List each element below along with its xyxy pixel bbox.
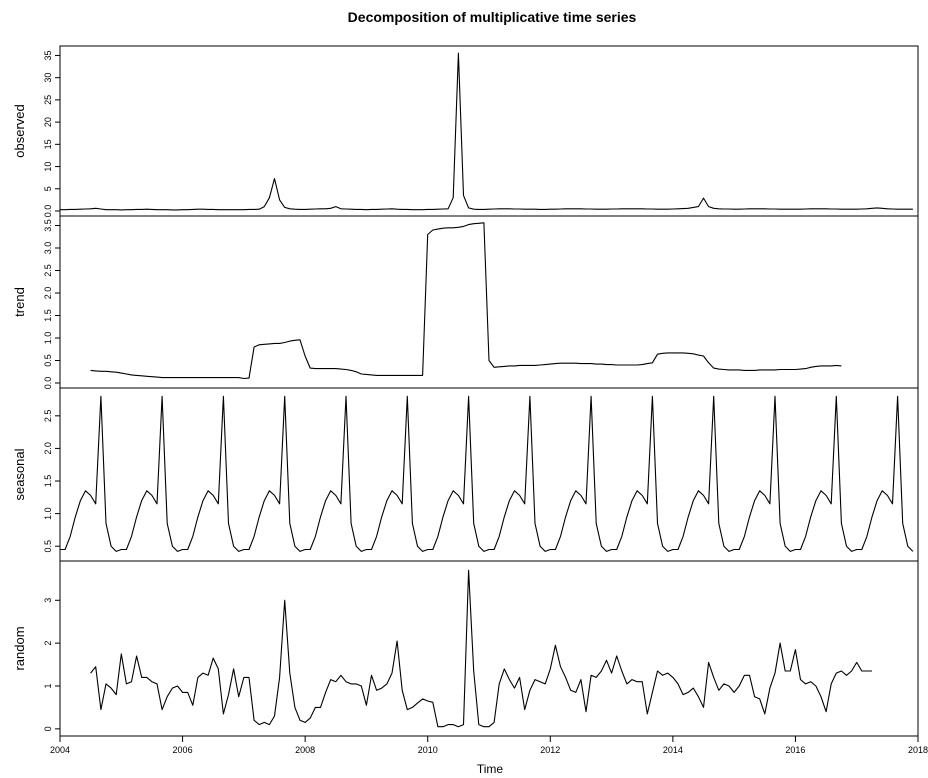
x-tick-label: 2014: [663, 745, 683, 755]
y-tick-label-seasonal: 2.0: [43, 442, 53, 455]
y-tick-label-observed: 25: [43, 95, 53, 105]
x-tick-label: 2004: [50, 745, 70, 755]
panel-frame-observed: [59, 45, 919, 217]
y-tick-label-random: 1: [43, 683, 53, 688]
y-axis-label-trend: trend: [12, 287, 27, 317]
chart-title: Decomposition of multiplicative time ser…: [348, 9, 637, 25]
x-tick-label: 2008: [295, 745, 315, 755]
y-tick-label-observed: 10: [43, 162, 53, 172]
y-tick-label-trend: 2.5: [43, 264, 53, 277]
y-axis-label-observed: observed: [12, 104, 27, 157]
y-tick-label-seasonal: 2.5: [43, 410, 53, 423]
y-tick-label-observed: 5: [43, 186, 53, 191]
x-tick-label: 2018: [908, 745, 928, 755]
y-tick-label-observed: 0.0: [43, 205, 53, 218]
x-tick-label: 2006: [173, 745, 193, 755]
y-tick-label-seasonal: 1.0: [43, 507, 53, 520]
y-axis-label-seasonal: seasonal: [12, 448, 27, 500]
x-axis-label: Time: [477, 762, 504, 776]
y-tick-label-observed: 35: [43, 50, 53, 60]
y-tick-label-trend: 3.5: [43, 219, 53, 232]
series-line-seasonal: [60, 395, 914, 552]
y-tick-label-trend: 0.0: [43, 377, 53, 390]
y-tick-label-trend: 1.5: [43, 309, 53, 322]
x-tick-label: 2016: [785, 745, 805, 755]
y-tick-label-seasonal: 1.5: [43, 475, 53, 488]
series-line-observed: [60, 52, 913, 211]
y-tick-label-random: 2: [43, 641, 53, 646]
y-tick-label-random: 3: [43, 598, 53, 603]
y-tick-label-trend: 1.0: [43, 332, 53, 345]
y-tick-label-trend: 2.0: [43, 287, 53, 300]
y-axis-label-random: random: [12, 626, 27, 670]
plot-layer: 0.05101520253035observed0.00.51.01.52.02…: [12, 45, 928, 755]
y-tick-label-observed: 30: [43, 73, 53, 83]
y-tick-label-observed: 15: [43, 139, 53, 149]
x-tick-label: 2010: [418, 745, 438, 755]
y-tick-label-random: 0: [43, 726, 53, 731]
y-tick-label-observed: 20: [43, 117, 53, 127]
y-tick-label-trend: 0.5: [43, 354, 53, 367]
panel-frame-trend: [59, 215, 919, 389]
y-tick-label-seasonal: 0.5: [43, 540, 53, 553]
series-line-random: [90, 569, 872, 728]
x-tick-label: 2012: [540, 745, 560, 755]
panel-frame-random: [59, 560, 919, 737]
panel-frame-seasonal: [59, 387, 919, 562]
y-tick-label-trend: 3.0: [43, 242, 53, 255]
series-line-trend: [90, 222, 842, 380]
